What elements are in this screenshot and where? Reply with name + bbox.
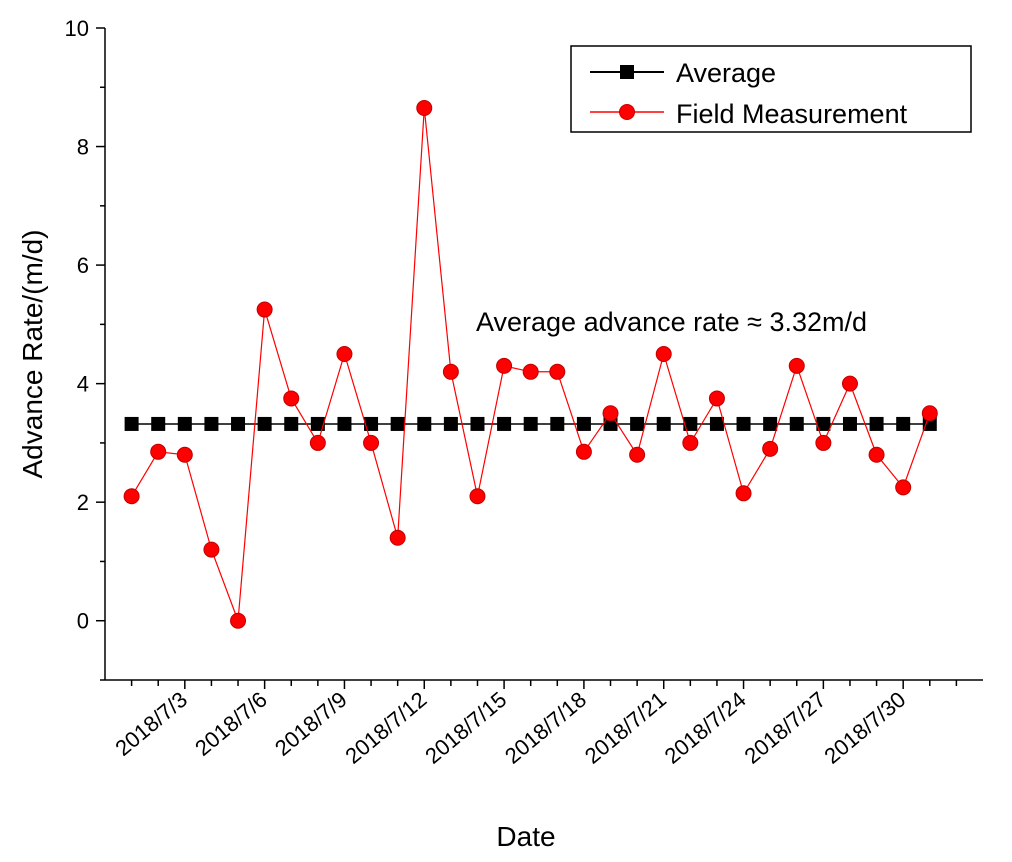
x-tick-label: 2018/7/12 xyxy=(340,687,431,769)
field-measurement-point xyxy=(682,434,699,451)
series-field-measurement xyxy=(123,100,938,629)
legend-box xyxy=(570,45,972,133)
legend: Average Field Measurement xyxy=(570,45,972,133)
average-point xyxy=(736,416,751,431)
field-measurement-point xyxy=(123,488,140,505)
series-average xyxy=(124,416,937,431)
y-tick-label: 6 xyxy=(77,253,89,278)
field-measurement-point xyxy=(629,446,646,463)
y-tick-label: 4 xyxy=(77,372,89,397)
average-point xyxy=(364,416,379,431)
field-measurement-point xyxy=(735,485,752,502)
field-measurement-point xyxy=(708,390,725,407)
average-point xyxy=(550,416,565,431)
x-tick-label: 2018/7/27 xyxy=(740,687,831,769)
x-tick-label: 2018/7/30 xyxy=(819,687,910,769)
field-measurement-point xyxy=(203,541,220,558)
field-measurement-point xyxy=(309,434,326,451)
y-axis-title: Advance Rate/(m/d) xyxy=(17,230,48,479)
field-measurement-point xyxy=(416,100,433,117)
average-point xyxy=(656,416,671,431)
field-measurement-point xyxy=(336,346,353,362)
y-axis-ticks: 0 2 4 6 8 10 xyxy=(65,16,105,681)
average-point xyxy=(789,416,804,431)
field-measurement-point xyxy=(230,612,247,629)
x-tick-label: 2018/7/6 xyxy=(190,687,272,761)
x-axis-ticks: 2018/7/32018/7/62018/7/92018/7/122018/7/… xyxy=(110,680,958,769)
average-point xyxy=(443,416,458,431)
field-measurement-point xyxy=(389,529,406,546)
average-point xyxy=(842,416,857,431)
average-point xyxy=(310,416,325,431)
average-point xyxy=(816,416,831,431)
average-point xyxy=(390,416,405,431)
average-point xyxy=(284,416,299,431)
y-tick-label: 0 xyxy=(77,609,89,634)
average-point xyxy=(231,416,246,431)
x-axis-title: Date xyxy=(496,821,555,852)
average-point xyxy=(869,416,884,431)
average-point xyxy=(630,416,645,431)
field-measurement-point xyxy=(150,443,167,460)
legend-field-label: Field Measurement xyxy=(676,99,908,129)
average-point xyxy=(576,416,591,431)
field-measurement-point xyxy=(469,488,486,505)
average-annotation: Average advance rate ≈ 3.32m/d xyxy=(476,307,867,337)
average-point xyxy=(151,416,166,431)
legend-average-label: Average xyxy=(676,58,776,88)
field-measurement-point xyxy=(363,434,380,451)
field-measurement-point xyxy=(522,363,539,380)
field-measurement-point xyxy=(575,443,592,460)
field-measurement-point xyxy=(841,375,858,392)
x-tick-label: 2018/7/24 xyxy=(660,687,751,769)
field-measurement-point xyxy=(549,363,566,380)
axes xyxy=(104,28,983,681)
average-point xyxy=(417,416,432,431)
field-measurement-point xyxy=(815,434,832,451)
field-measurement-point xyxy=(283,390,300,407)
y-tick-label: 10 xyxy=(65,16,89,41)
y-tick-label: 8 xyxy=(77,135,89,160)
y-tick-label: 2 xyxy=(77,490,89,515)
field-measurement-point xyxy=(496,357,513,374)
field-measurement-point xyxy=(602,405,619,422)
field-measurement-point xyxy=(655,346,672,362)
x-tick-label: 2018/7/3 xyxy=(110,687,192,761)
field-measurement-point xyxy=(868,446,885,463)
average-point xyxy=(709,416,724,431)
x-tick-label: 2018/7/18 xyxy=(500,687,591,769)
average-point xyxy=(337,416,352,431)
field-measurement-point xyxy=(176,446,193,463)
average-point xyxy=(177,416,192,431)
field-measurement-point xyxy=(762,440,779,457)
field-measurement-point xyxy=(788,357,805,374)
average-point xyxy=(257,416,272,431)
field-measurement-point xyxy=(921,405,938,422)
x-tick-label: 2018/7/21 xyxy=(580,687,671,769)
average-point xyxy=(763,416,778,431)
field-measurement-point xyxy=(256,301,273,318)
average-point xyxy=(683,416,698,431)
legend-field-marker xyxy=(619,104,635,120)
average-point xyxy=(523,416,538,431)
average-point xyxy=(124,416,139,431)
x-tick-label: 2018/7/15 xyxy=(420,687,511,769)
average-point xyxy=(896,416,911,431)
average-point xyxy=(204,416,219,431)
average-point xyxy=(470,416,485,431)
legend-average-marker xyxy=(620,65,634,79)
field-measurement-point xyxy=(895,479,912,496)
field-measurement-point xyxy=(442,363,459,380)
average-point xyxy=(497,416,512,431)
